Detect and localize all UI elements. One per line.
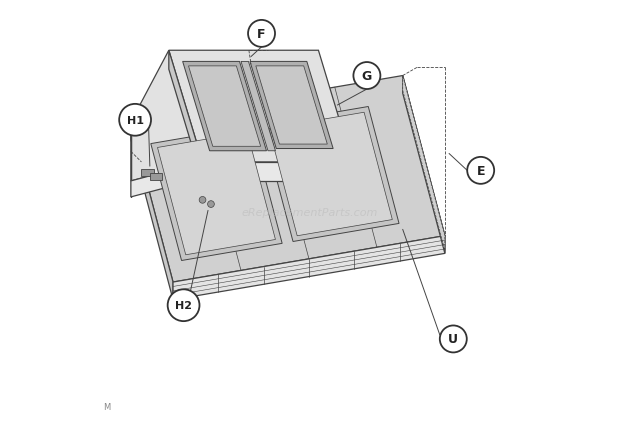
Text: eReplacementParts.com: eReplacementParts.com [242,208,378,218]
FancyBboxPatch shape [141,170,154,176]
Text: M: M [104,402,111,411]
Text: H1: H1 [126,115,144,126]
Polygon shape [151,127,282,261]
Circle shape [208,201,215,208]
Polygon shape [250,62,333,149]
Polygon shape [131,123,173,300]
Circle shape [353,63,381,90]
Polygon shape [403,76,445,254]
Polygon shape [262,107,399,242]
Text: U: U [448,333,458,345]
Circle shape [119,105,151,136]
Text: F: F [257,28,266,41]
Circle shape [248,21,275,48]
Polygon shape [203,163,352,181]
Circle shape [167,290,200,321]
Polygon shape [241,62,275,151]
Text: H2: H2 [175,300,192,311]
Polygon shape [131,163,203,197]
Polygon shape [173,236,445,300]
Text: G: G [362,70,372,83]
Polygon shape [403,76,445,251]
Polygon shape [169,51,352,163]
Polygon shape [157,133,275,255]
Circle shape [199,197,206,204]
Circle shape [467,158,494,184]
Polygon shape [188,67,260,147]
Polygon shape [169,51,203,181]
Polygon shape [269,113,392,236]
FancyBboxPatch shape [150,174,162,181]
Polygon shape [183,62,267,151]
Circle shape [440,326,467,353]
Polygon shape [131,76,445,282]
Text: E: E [476,164,485,178]
Polygon shape [131,51,203,181]
Polygon shape [256,67,327,145]
